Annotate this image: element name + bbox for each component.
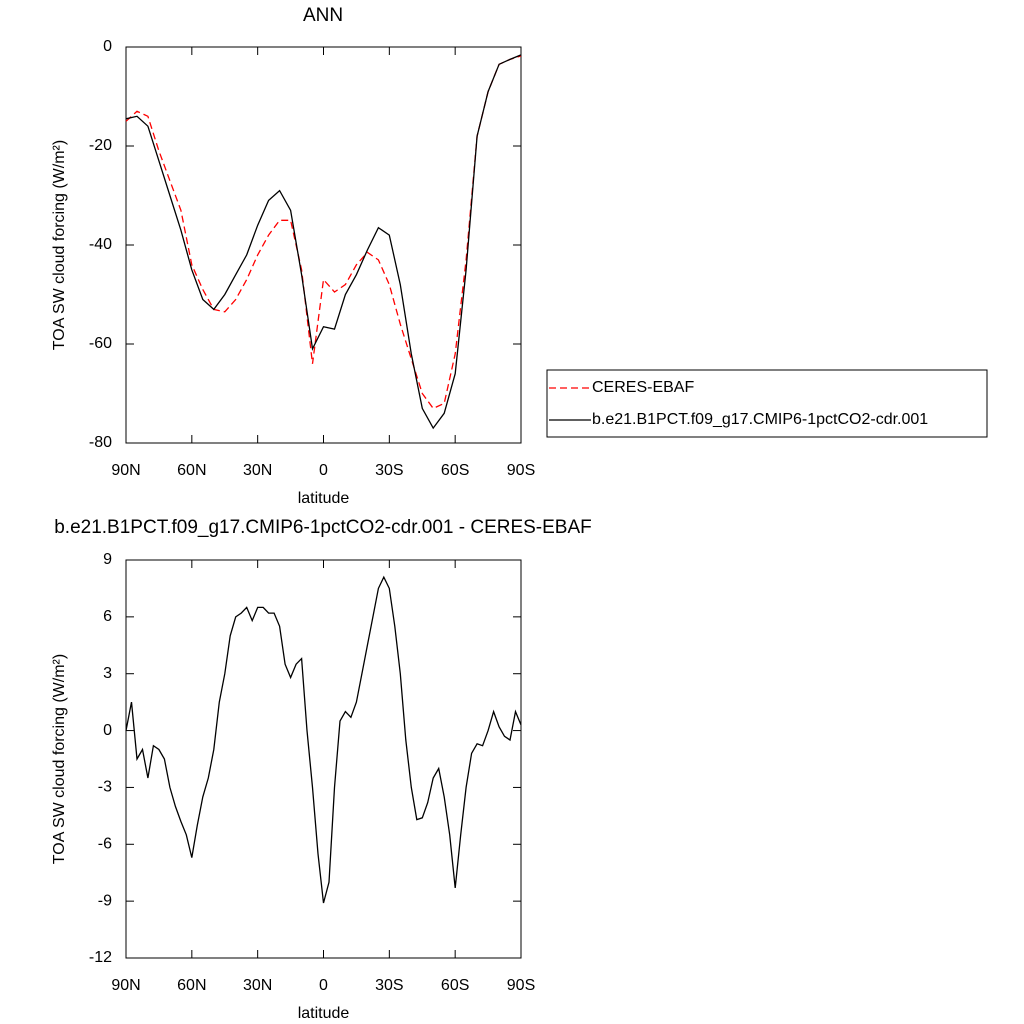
y-tick-label: -6	[98, 836, 112, 853]
legend: CERES-EBAF b.e21.B1PCT.f09_g17.CMIP6-1pct…	[546, 369, 988, 438]
y-tick-label: -12	[89, 949, 112, 966]
x-tick-label: 30N	[243, 977, 272, 994]
legend-label: b.e21.B1PCT.f09_g17.CMIP6-1pctCO2-cdr.00…	[592, 411, 928, 428]
x-tick-label: 60N	[177, 977, 206, 994]
x-tick-label: 30N	[243, 462, 272, 479]
y-tick-label: 0	[103, 38, 112, 55]
x-tick-label: 90N	[111, 977, 140, 994]
x-tick-label: 90S	[507, 462, 535, 479]
data-line	[125, 575, 522, 904]
y-tick-label: 3	[103, 665, 112, 682]
x-axis-label: latitude	[298, 1005, 350, 1022]
x-tick-label: 60S	[441, 977, 469, 994]
plot-frame	[125, 559, 522, 959]
y-tick-label: 6	[103, 608, 112, 625]
x-tick-label: 60S	[441, 462, 469, 479]
x-tick-label: 30S	[375, 977, 403, 994]
x-tick-label: 90S	[507, 977, 535, 994]
x-tick-label: 60N	[177, 462, 206, 479]
y-tick-label: 9	[103, 551, 112, 568]
data-line	[125, 55, 522, 410]
x-axis-label: latitude	[298, 490, 350, 507]
legend-label: CERES-EBAF	[592, 379, 694, 396]
y-axis-label: TOA SW cloud forcing (W/m²)	[51, 654, 68, 864]
y-tick-label: -60	[89, 335, 112, 352]
x-tick-label: 90N	[111, 462, 140, 479]
data-line	[125, 54, 522, 430]
chart-title: ANN	[303, 5, 343, 26]
legend-box	[546, 369, 988, 438]
y-tick-label: 0	[103, 722, 112, 739]
y-tick-label: -3	[98, 779, 112, 796]
plot-frame	[125, 46, 522, 444]
y-tick-label: -9	[98, 892, 112, 909]
y-tick-label: -80	[89, 434, 112, 451]
y-tick-label: -20	[89, 137, 112, 154]
x-tick-label: 0	[319, 462, 328, 479]
chart-title: b.e21.B1PCT.f09_g17.CMIP6-1pctCO2-cdr.00…	[54, 517, 592, 538]
y-axis-label: TOA SW cloud forcing (W/m²)	[51, 140, 68, 350]
x-tick-label: 0	[319, 977, 328, 994]
y-tick-label: -40	[89, 236, 112, 253]
x-tick-label: 30S	[375, 462, 403, 479]
